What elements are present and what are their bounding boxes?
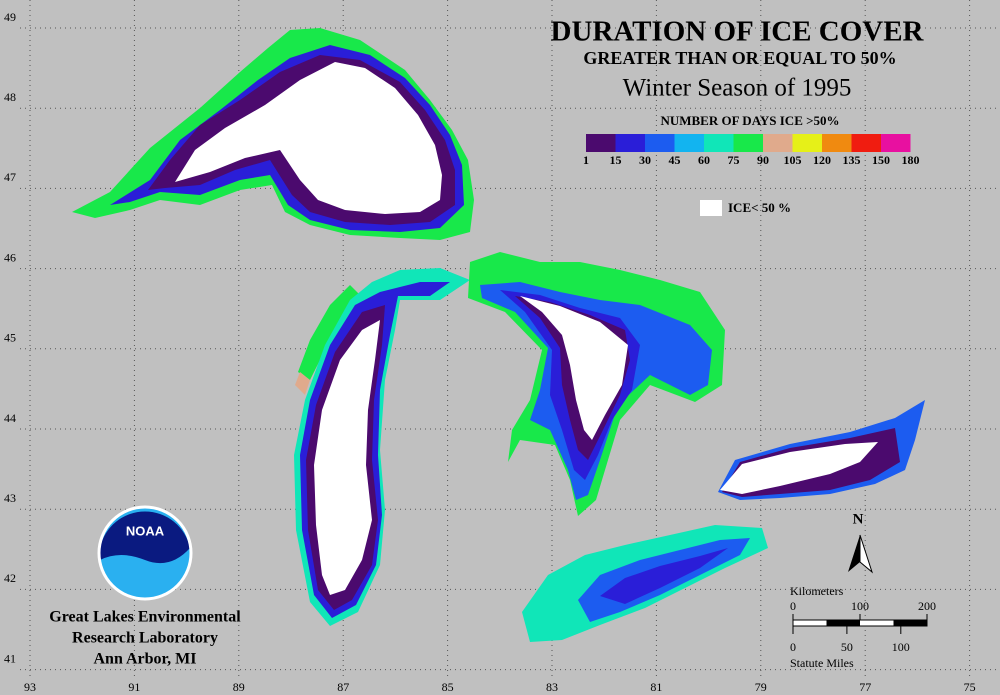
- ice-cover: [520, 296, 628, 440]
- ice-cover: [175, 62, 442, 214]
- legend-title: NUMBER OF DAYS ICE >50%: [660, 113, 839, 128]
- ice-cover: [314, 320, 380, 595]
- lat-label: 49: [4, 10, 16, 24]
- bar-segment: [826, 620, 860, 626]
- season: Winter Season of 1995: [623, 75, 852, 102]
- legend-break: 60: [698, 153, 710, 167]
- legend-break: 15: [610, 153, 622, 167]
- lon-label: 81: [650, 680, 662, 694]
- lon-label: 79: [755, 680, 767, 694]
- legend-swatch: [851, 134, 881, 152]
- legend-swatch: [645, 134, 675, 152]
- mi-label: Statute Miles: [790, 656, 854, 670]
- lon-label: 91: [128, 680, 140, 694]
- mi-tick-label: 100: [892, 640, 910, 654]
- ice-band: [295, 372, 310, 395]
- lake-superior: [72, 28, 474, 240]
- logo-text: NOAA: [126, 523, 165, 538]
- lake-green-bay: [298, 285, 360, 380]
- ice-label: ICE< 50 %: [728, 200, 791, 215]
- legend-swatch: [674, 134, 704, 152]
- legend-swatch: [763, 134, 793, 152]
- lake-erie: [522, 525, 768, 642]
- title: DURATION OF ICE COVER: [551, 16, 925, 48]
- lon-label: 85: [442, 680, 454, 694]
- lon-label: 77: [859, 680, 871, 694]
- legend-swatch: [881, 134, 911, 152]
- credit-line: Great Lakes Environmental: [49, 609, 241, 626]
- ice-swatch: [700, 200, 722, 216]
- lake-michigan: [294, 268, 470, 626]
- lat-label: 41: [4, 651, 16, 665]
- arrow-half: [848, 535, 860, 572]
- legend-break: 135: [843, 153, 861, 167]
- lat-label: 43: [4, 491, 16, 505]
- lon-label: 89: [233, 680, 245, 694]
- lon-label: 93: [24, 680, 36, 694]
- legend-swatch: [733, 134, 763, 152]
- mi-tick-label: 0: [790, 640, 796, 654]
- lat-label: 45: [4, 331, 16, 345]
- lake-huron: [468, 252, 725, 516]
- north-arrow: N: [848, 511, 874, 574]
- legend-break: 90: [757, 153, 769, 167]
- credit-line: Research Laboratory: [72, 630, 218, 647]
- subtitle: GREATER THAN OR EQUAL TO 50%: [583, 48, 896, 68]
- lon-label: 83: [546, 680, 558, 694]
- legend-swatch: [792, 134, 822, 152]
- km-tick-label: 200: [918, 599, 936, 613]
- legend-swatch: [615, 134, 645, 152]
- lat-label: 42: [4, 571, 16, 585]
- legend-break: 75: [728, 153, 740, 167]
- lon-label: 75: [964, 680, 976, 694]
- lakes: [72, 28, 925, 642]
- km-tick-label: 0: [790, 599, 796, 613]
- legend-break: 105: [784, 153, 802, 167]
- logo-ring: [97, 505, 193, 601]
- north-label: N: [853, 511, 864, 527]
- lat-label: 47: [4, 170, 16, 184]
- legend-break: 150: [872, 153, 890, 167]
- lat-label: 48: [4, 90, 16, 104]
- legend-swatch: [822, 134, 852, 152]
- lake-ontario: [718, 400, 925, 500]
- mi-tick-label: 50: [841, 640, 853, 654]
- legend-break: 120: [813, 153, 831, 167]
- lat-label: 46: [4, 250, 16, 264]
- credit-line: Ann Arbor, MI: [94, 651, 197, 668]
- legend-swatch: [704, 134, 734, 152]
- arrow-half: [859, 534, 874, 574]
- legend-break: 30: [639, 153, 651, 167]
- km-tick-label: 100: [851, 599, 869, 613]
- legend-break: 45: [669, 153, 681, 167]
- km-label: Kilometers: [790, 584, 844, 598]
- noaa-logo: NOAA: [97, 505, 193, 601]
- legend-break: 180: [902, 153, 920, 167]
- bar-segment: [893, 620, 927, 626]
- legend-break: 1: [583, 153, 589, 167]
- lon-label: 87: [337, 680, 349, 694]
- ice-band: [600, 548, 728, 604]
- scale-bar: Kilometers Statute Miles 0 100 200 0 50 100: [790, 584, 936, 670]
- ice-cover: [720, 442, 878, 494]
- logo-bird: [100, 511, 190, 564]
- lat-label: 44: [4, 411, 16, 425]
- legend: NUMBER OF DAYS ICE >50% 1 15 30 45 60 75 90 105…: [583, 113, 920, 167]
- legend-swatch: [586, 134, 616, 152]
